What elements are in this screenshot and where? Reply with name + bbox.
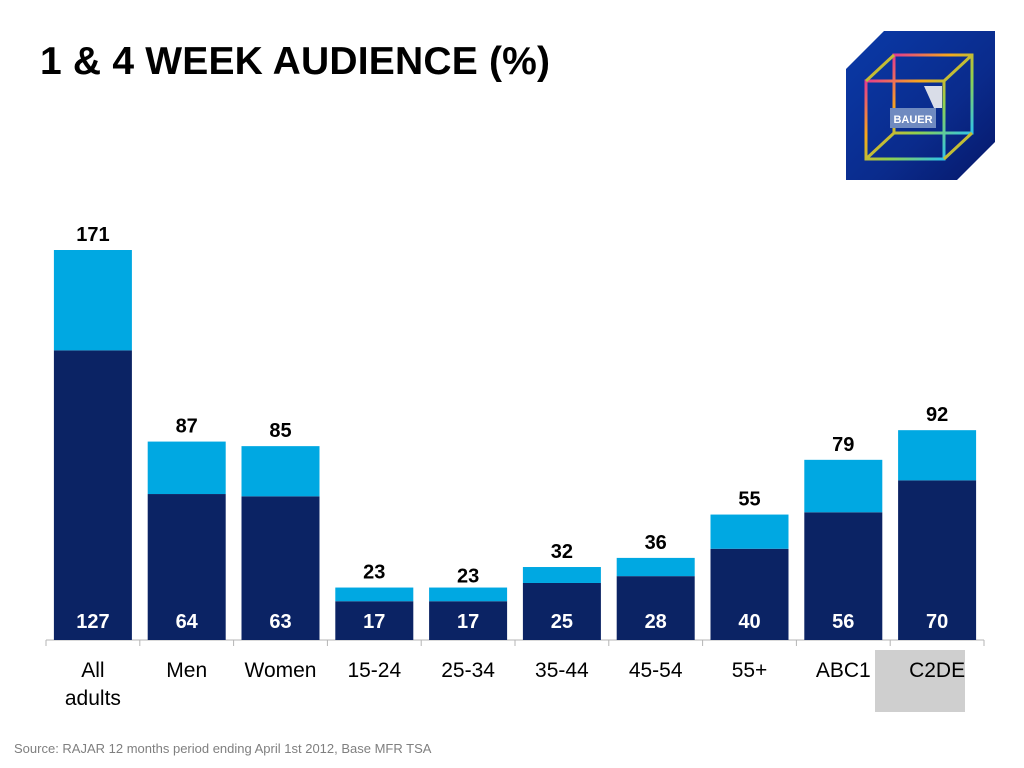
bar-total-label: 23 — [363, 562, 385, 584]
source-note: Source: RAJAR 12 months period ending Ap… — [14, 741, 432, 756]
x-tick-label: Women — [245, 659, 317, 682]
bar-week4-segment — [147, 441, 226, 495]
bauer-cube-logo-icon: BAUER — [846, 31, 995, 180]
bar-total-label: 171 — [76, 224, 109, 246]
x-tick-label: adults — [65, 687, 121, 710]
bar-week4-segment — [804, 459, 883, 513]
bar-inner-label: 63 — [269, 611, 291, 633]
decorative-grey-block — [875, 650, 965, 712]
bar-week1-segment — [616, 576, 695, 640]
bar-inner-label: 127 — [76, 611, 109, 633]
page-title: 1 & 4 WEEK AUDIENCE (%) — [40, 40, 551, 83]
bar-week1-segment — [241, 496, 320, 640]
bar-week4-segment — [522, 567, 601, 583]
x-tick-label: 25-34 — [441, 659, 495, 682]
bar-total-label: 55 — [738, 489, 760, 511]
bar-inner-label: 25 — [551, 611, 573, 633]
bar-week1-segment — [898, 480, 977, 640]
x-tick-label: Men — [166, 659, 207, 682]
bar-inner-label: 56 — [832, 611, 854, 633]
bar-inner-label: 40 — [738, 611, 760, 633]
bar-total-label: 92 — [926, 404, 948, 426]
bar-week1-segment — [522, 582, 601, 640]
bar-total-label: 85 — [269, 420, 291, 442]
bar-inner-label: 17 — [363, 611, 385, 633]
bar-week1-segment — [147, 494, 226, 640]
bar-inner-label: 28 — [645, 611, 667, 633]
bar-week4-segment — [53, 250, 132, 351]
bar-total-label: 32 — [551, 541, 573, 563]
bar-total-label: 23 — [457, 566, 479, 588]
bar-week1-segment — [804, 512, 883, 640]
bar-inner-label: 17 — [457, 611, 479, 633]
bar-week4-segment — [710, 514, 789, 549]
bar-total-label: 79 — [832, 434, 854, 456]
bar-inner-label: 64 — [176, 611, 199, 633]
x-tick-label: 15-24 — [347, 659, 401, 682]
bar-total-label: 36 — [645, 532, 667, 554]
bar-week4-segment — [241, 446, 320, 497]
bauer-logo: BAUER — [846, 31, 995, 180]
x-tick-label: ABC1 — [816, 659, 871, 682]
bar-week4-segment — [898, 430, 977, 481]
logo-text: BAUER — [893, 114, 932, 126]
bar-week4-segment — [616, 557, 695, 577]
x-tick-label: All — [81, 659, 104, 682]
bar-total-label: 87 — [176, 416, 198, 438]
bar-week1-segment — [710, 548, 789, 640]
bar-inner-label: 70 — [926, 611, 948, 633]
bar-week1-segment — [53, 350, 132, 640]
x-tick-label: 55+ — [732, 659, 768, 682]
bar-week4-segment — [429, 587, 508, 602]
x-tick-label: 35-44 — [535, 659, 589, 682]
bar-week1-segment — [335, 601, 414, 640]
bar-week4-segment — [335, 587, 414, 602]
x-tick-label: C2DE — [909, 659, 965, 682]
x-tick-label: 45-54 — [629, 659, 683, 682]
bar-week1-segment — [429, 601, 508, 640]
